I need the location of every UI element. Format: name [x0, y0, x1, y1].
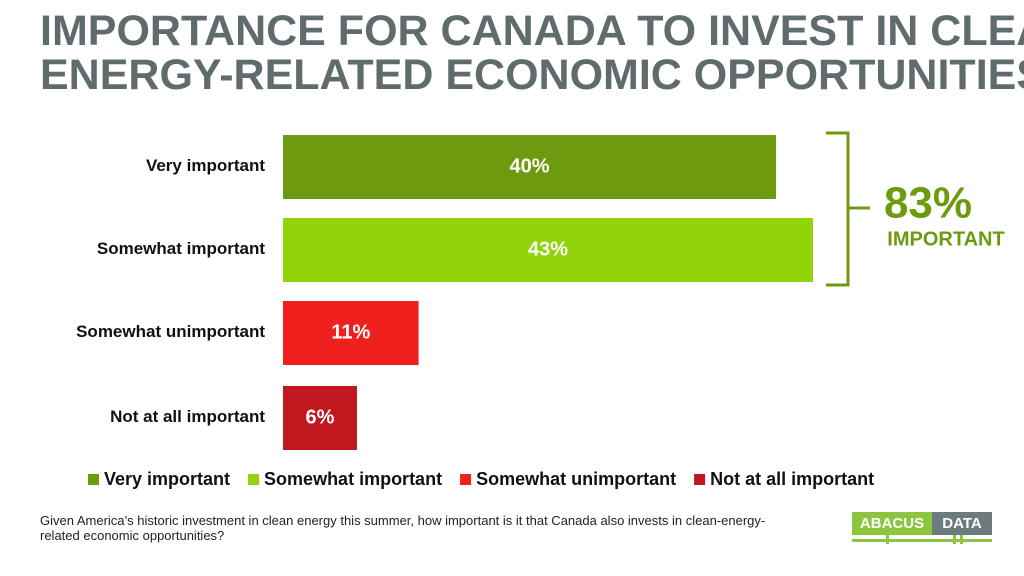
logo-box	[852, 512, 932, 535]
footnote-text: Given America’s historic investment in c…	[40, 513, 765, 543]
bar	[283, 301, 419, 365]
bracket	[826, 131, 870, 287]
logo-text: ABACUS	[860, 515, 924, 532]
category-label: Somewhat unimportant	[76, 322, 265, 341]
chart-title-group: IMPORTANCE FOR CANADA TO INVEST IN CLEAN…	[40, 7, 1024, 99]
category-label: Not at all important	[110, 407, 265, 426]
legend-label: Somewhat important	[264, 469, 442, 489]
annotation-text: IMPORTANT	[887, 228, 1004, 250]
legend-swatch	[460, 474, 472, 485]
category-label: Very important	[146, 156, 265, 175]
bar	[283, 135, 777, 199]
value-label: 43%	[528, 238, 568, 260]
legend-swatch	[694, 474, 706, 485]
category-label: Somewhat important	[97, 239, 265, 258]
logo-bar	[886, 535, 889, 544]
logo: ABACUS DATA	[852, 512, 992, 544]
legend-swatch	[88, 474, 99, 485]
bar	[283, 386, 357, 450]
legend-label: Not at all important	[710, 469, 874, 489]
value-label: 11%	[331, 321, 370, 343]
value-label: 6%	[306, 406, 335, 428]
bar	[283, 218, 813, 282]
footnote: Given America’s historic investment in c…	[40, 513, 765, 543]
legend-swatch	[248, 474, 260, 485]
chart-title: IMPORTANCE FOR CANADA TO INVEST IN CLEAN…	[40, 7, 1024, 99]
value-label: 40%	[509, 155, 549, 177]
logo-bar	[960, 535, 963, 544]
legend-label: Somewhat unimportant	[476, 469, 676, 489]
annotation-value: 83%	[884, 179, 972, 228]
logo-bar	[852, 539, 992, 542]
logo-text: DATA	[942, 515, 982, 532]
logo-bar	[953, 535, 956, 544]
legend-label: Very important	[104, 469, 230, 489]
logo-box	[932, 512, 992, 535]
